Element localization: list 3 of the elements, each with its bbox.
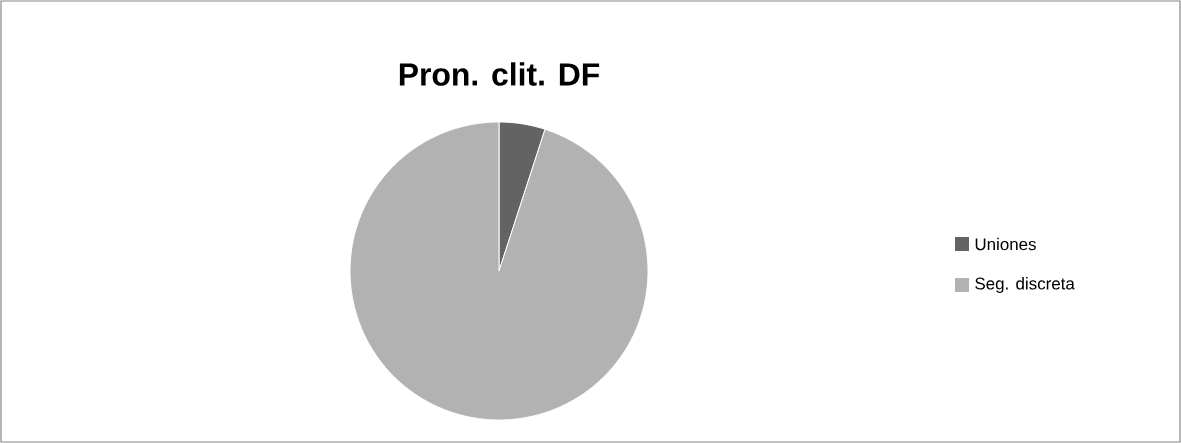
chart-title: Pron. clit. DF — [399, 62, 600, 86]
legend-label: Seg. discreta — [975, 277, 1075, 293]
legend-label: Uniones — [975, 237, 1036, 251]
